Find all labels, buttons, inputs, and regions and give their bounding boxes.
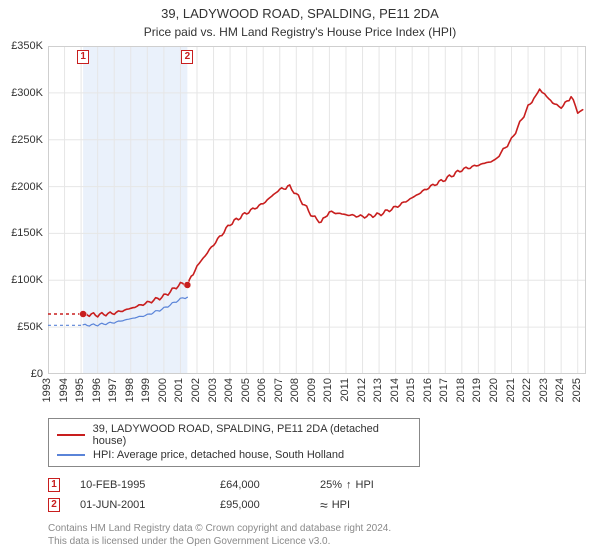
x-tick-label: 2024 [554, 378, 568, 402]
x-tick-label: 2025 [571, 378, 585, 402]
x-tick-label: 2019 [471, 378, 485, 402]
sale-price: £64,000 [220, 479, 300, 491]
chart-area: £0£50K£100K£150K£200K£250K£300K£350K 199… [48, 46, 586, 374]
sale-date: 01-JUN-2001 [80, 499, 200, 511]
legend-row: 39, LADYWOOD ROAD, SPALDING, PE11 2DA (d… [57, 422, 411, 448]
sale-row-badge: 1 [48, 478, 60, 492]
x-tick-label: 2022 [521, 378, 535, 402]
x-tick-label: 2017 [438, 378, 452, 402]
y-tick-label: £50K [3, 321, 43, 333]
title-line-2: Price paid vs. HM Land Registry's House … [0, 23, 600, 39]
footnote-line-2: This data is licensed under the Open Gov… [48, 535, 586, 548]
x-tick-label: 2016 [422, 378, 436, 402]
x-tick-label: 2008 [289, 378, 303, 402]
legend-row: HPI: Average price, detached house, Sout… [57, 448, 411, 462]
y-tick-label: £0 [3, 368, 43, 380]
chart-svg [48, 46, 586, 374]
x-tick-label: 2009 [306, 378, 320, 402]
x-tick-label: 2003 [207, 378, 221, 402]
legend-swatch [57, 434, 85, 436]
x-tick-label: 2004 [223, 378, 237, 402]
sale-marker-badge: 1 [77, 50, 89, 64]
x-tick-label: 2006 [256, 378, 270, 402]
x-tick-label: 1996 [91, 378, 105, 402]
x-tick-label: 2002 [190, 378, 204, 402]
sale-row: 1 10-FEB-1995 £64,000 25% ↑ HPI [48, 475, 586, 495]
footnote: Contains HM Land Registry data © Crown c… [48, 522, 586, 548]
x-tick-label: 2021 [505, 378, 519, 402]
x-tick-label: 2001 [173, 378, 187, 402]
x-tick-label: 1998 [124, 378, 138, 402]
sale-row-badge: 2 [48, 498, 60, 512]
x-tick-label: 2007 [273, 378, 287, 402]
sale-change-pct: 25% [320, 479, 342, 491]
x-tick-label: 2012 [356, 378, 370, 402]
y-tick-label: £100K [3, 274, 43, 286]
legend-label: HPI: Average price, detached house, Sout… [93, 449, 344, 461]
sale-marker-badge: 2 [181, 50, 193, 64]
legend-and-sales: 39, LADYWOOD ROAD, SPALDING, PE11 2DA (d… [48, 418, 586, 515]
x-tick-label: 2000 [157, 378, 171, 402]
y-tick-label: £200K [3, 181, 43, 193]
sale-change: ≈ HPI [320, 498, 430, 512]
sale-row: 2 01-JUN-2001 £95,000 ≈ HPI [48, 495, 586, 515]
x-tick-label: 2013 [372, 378, 386, 402]
sale-change: 25% ↑ HPI [320, 479, 430, 491]
footnote-line-1: Contains HM Land Registry data © Crown c… [48, 522, 586, 535]
y-tick-label: £250K [3, 134, 43, 146]
y-tick-label: £350K [3, 40, 43, 52]
x-tick-label: 2014 [389, 378, 403, 402]
x-tick-label: 2010 [322, 378, 336, 402]
y-tick-label: £300K [3, 87, 43, 99]
legend-box: 39, LADYWOOD ROAD, SPALDING, PE11 2DA (d… [48, 418, 420, 467]
sales-table: 1 10-FEB-1995 £64,000 25% ↑ HPI 2 01-JUN-2001 £9… [48, 475, 586, 515]
x-tick-label: 2005 [240, 378, 254, 402]
x-tick-label: 1997 [107, 378, 121, 402]
x-tick-label: 2015 [405, 378, 419, 402]
legend-swatch [57, 454, 85, 456]
x-tick-label: 1993 [41, 378, 55, 402]
figure-root: 39, LADYWOOD ROAD, SPALDING, PE11 2DA Pr… [0, 0, 600, 560]
legend-label: 39, LADYWOOD ROAD, SPALDING, PE11 2DA (d… [93, 423, 411, 447]
x-tick-label: 2018 [455, 378, 469, 402]
sale-change-suffix: HPI [356, 479, 374, 491]
approx-icon: ≈ [320, 498, 328, 512]
x-tick-label: 2011 [339, 378, 353, 402]
y-tick-label: £150K [3, 227, 43, 239]
sale-date: 10-FEB-1995 [80, 479, 200, 491]
title-line-1: 39, LADYWOOD ROAD, SPALDING, PE11 2DA [0, 0, 600, 23]
x-tick-label: 1999 [140, 378, 154, 402]
sale-change-suffix: HPI [332, 499, 350, 511]
x-tick-label: 1995 [74, 378, 88, 402]
x-tick-label: 2023 [538, 378, 552, 402]
arrow-up-icon: ↑ [346, 479, 352, 491]
x-tick-label: 1994 [58, 378, 72, 402]
x-tick-label: 2020 [488, 378, 502, 402]
sale-price: £95,000 [220, 499, 300, 511]
